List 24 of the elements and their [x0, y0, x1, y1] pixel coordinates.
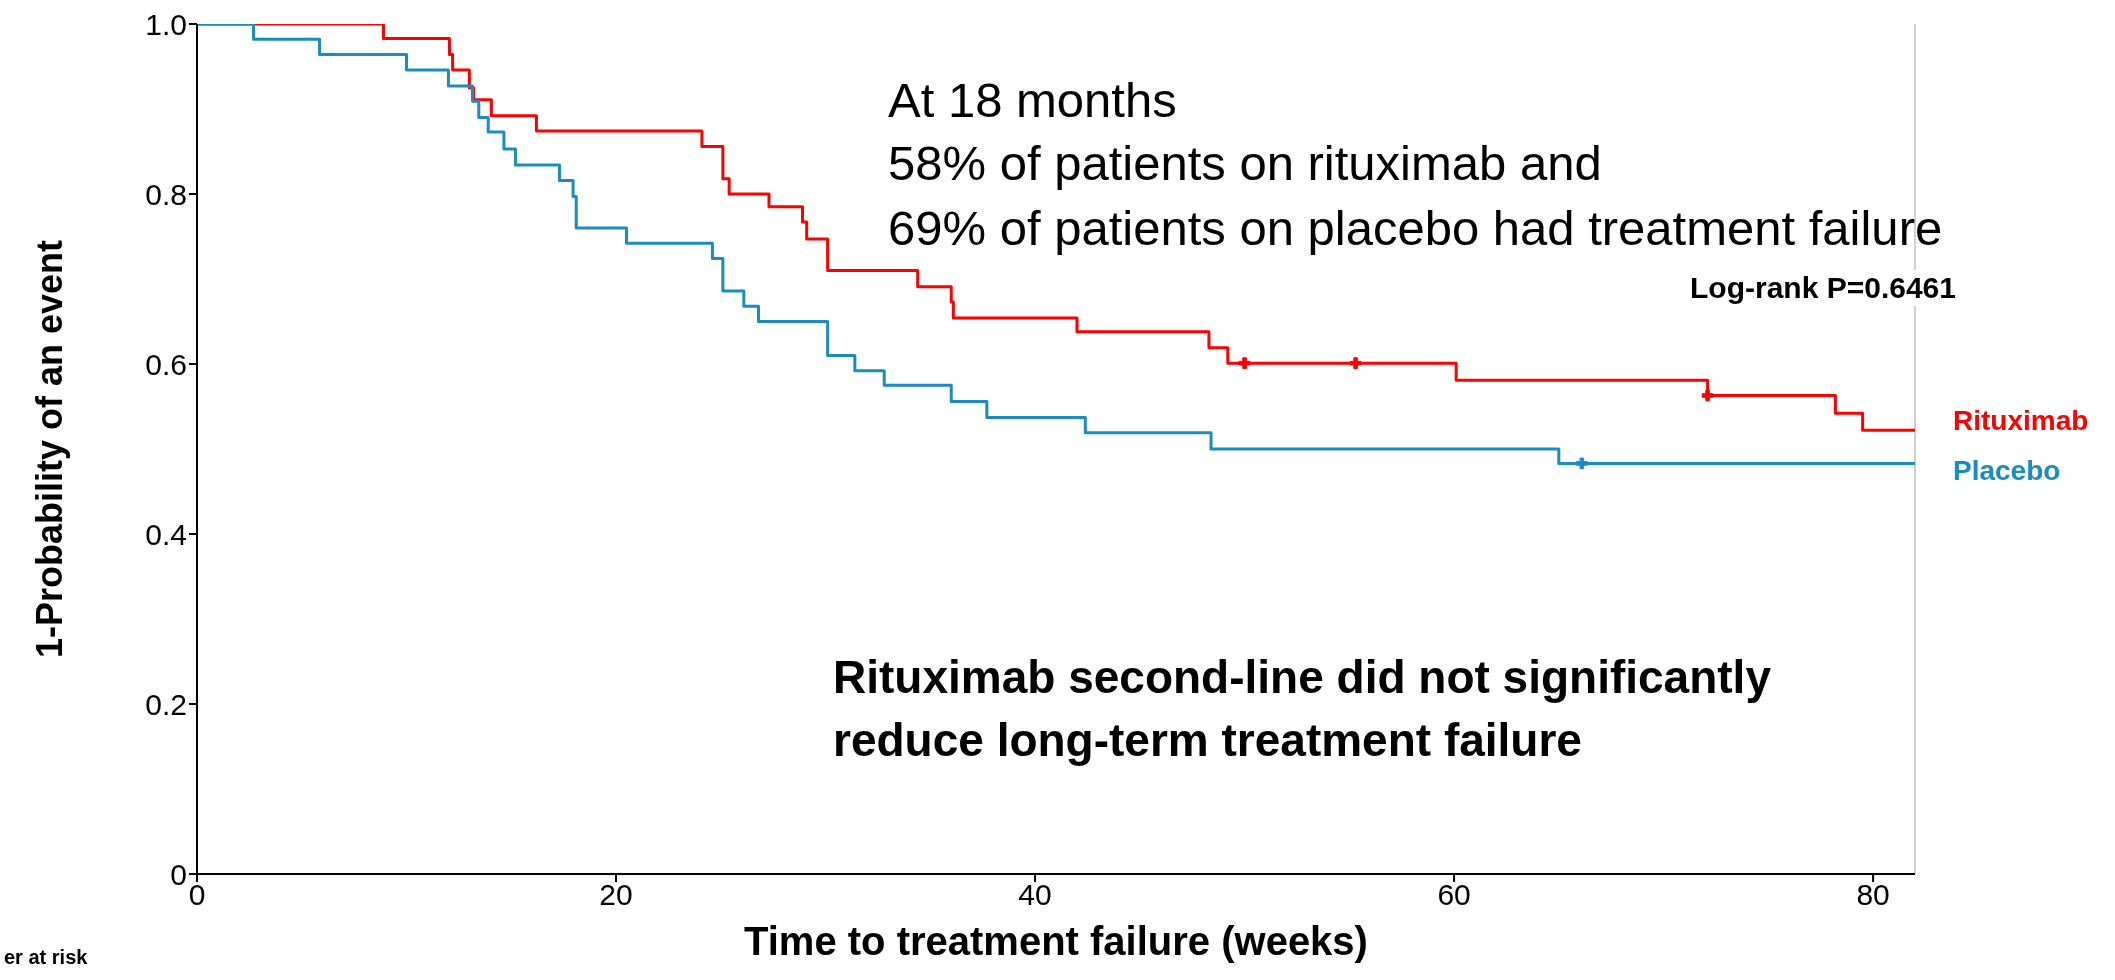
x-tick-label: 20	[599, 878, 633, 912]
x-tick-label: 40	[1018, 878, 1052, 912]
annotation: 58% of patients on rituximab and	[888, 135, 1602, 192]
point	[1238, 357, 1251, 370]
y-tick-label: 1.0	[145, 7, 187, 41]
y-tick-label: 0.2	[145, 687, 187, 721]
y-tick-label: 0.8	[145, 177, 187, 211]
x-tick-label: 80	[1856, 878, 1890, 912]
series-label: Placebo	[1953, 454, 2062, 488]
annotation: Log-rank P=0.6461	[1690, 270, 1956, 306]
point	[1349, 357, 1362, 370]
y-axis-title: 1-Probability of an event	[29, 239, 70, 659]
y-tick-label: 0	[170, 857, 187, 891]
annotation: Rituximab second-line did not significantly reduce long-term treatment failure	[833, 650, 1772, 768]
x-tick-label: 60	[1437, 878, 1471, 912]
y-tick-label: 0.4	[145, 517, 187, 551]
series-label: Rituximab	[1953, 404, 2089, 438]
point	[1576, 457, 1588, 470]
y-tick-label: 0.6	[145, 347, 187, 381]
text: er at risk	[4, 945, 88, 969]
annotation: At 18 months	[888, 72, 1177, 129]
x-axis-title: Time to treatment failure (weeks)	[744, 919, 1368, 963]
annotation: 69% of patients on placebo had treatment failure	[888, 200, 1943, 257]
point	[1701, 389, 1714, 402]
